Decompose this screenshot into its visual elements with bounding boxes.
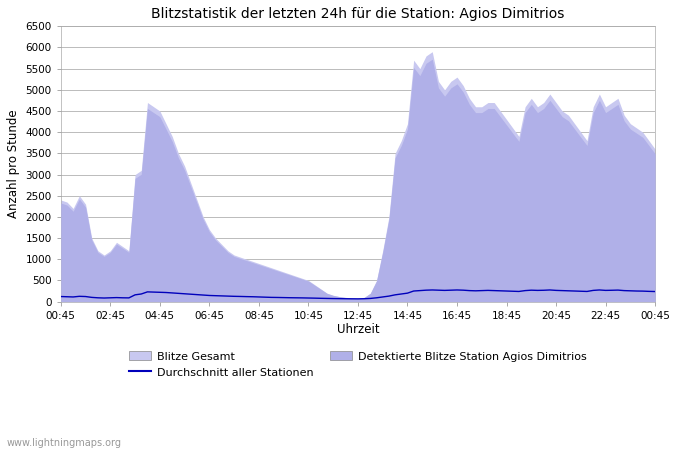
Legend: Blitze Gesamt, Durchschnitt aller Stationen, Detektierte Blitze Station Agios Di: Blitze Gesamt, Durchschnitt aller Statio… bbox=[129, 351, 587, 378]
Y-axis label: Anzahl pro Stunde: Anzahl pro Stunde bbox=[7, 110, 20, 218]
Title: Blitzstatistik der letzten 24h für die Station: Agios Dimitrios: Blitzstatistik der letzten 24h für die S… bbox=[151, 7, 565, 21]
Text: www.lightningmaps.org: www.lightningmaps.org bbox=[7, 438, 122, 448]
X-axis label: Uhrzeit: Uhrzeit bbox=[336, 324, 379, 337]
